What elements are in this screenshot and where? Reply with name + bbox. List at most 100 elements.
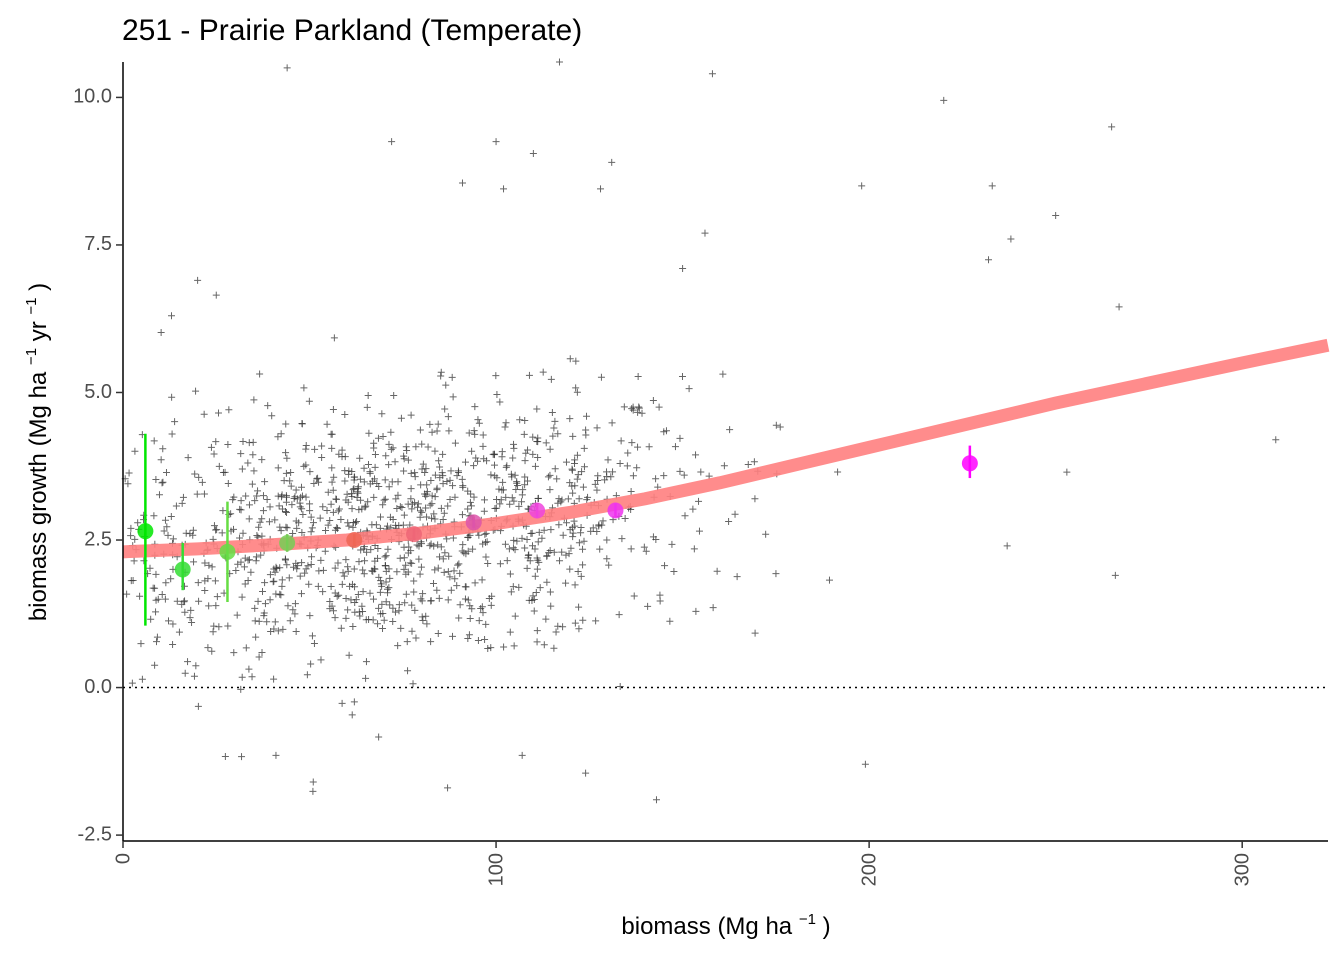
scatter-point: [293, 565, 301, 573]
scatter-point: [194, 702, 202, 710]
scatter-point: [381, 553, 389, 561]
scatter-point: [534, 494, 542, 502]
scatter-point: [444, 568, 452, 576]
scatter-point: [544, 473, 552, 481]
scatter-point: [316, 514, 324, 522]
scatter-point: [365, 429, 373, 437]
scatter-point: [360, 464, 368, 472]
scatter-point: [349, 523, 357, 531]
scatter-point: [563, 519, 571, 527]
scatter-point: [189, 531, 197, 539]
scatter-point: [318, 453, 326, 461]
scatter-point: [474, 637, 482, 645]
scatter-point: [507, 588, 515, 596]
scatter-point: [358, 602, 366, 610]
scatter-point: [666, 617, 674, 625]
scatter-point: [418, 465, 426, 473]
scatter-point: [343, 490, 351, 498]
scatter-point: [509, 454, 517, 462]
scatter-point: [503, 557, 511, 565]
scatter-point: [621, 514, 629, 522]
scatter-point: [384, 589, 392, 597]
scatter-point: [282, 420, 290, 428]
scatter-point: [362, 502, 370, 510]
scatter-point: [444, 596, 452, 604]
scatter-point: [344, 606, 352, 614]
scatter-point: [465, 429, 473, 437]
scatter-point: [410, 577, 418, 585]
scatter-point: [573, 388, 581, 396]
scatter-point: [286, 477, 294, 485]
scatter-point: [375, 573, 383, 581]
scatter-point: [553, 475, 561, 483]
scatter-point: [298, 528, 306, 536]
y-tick-label: 7.5: [84, 233, 112, 255]
scatter-point: [318, 442, 326, 450]
scatter-point: [484, 560, 492, 568]
scatter-point: [861, 760, 869, 768]
scatter-point: [349, 622, 357, 630]
scatter-point: [654, 483, 662, 491]
scatter-point: [195, 473, 203, 481]
scatter-point: [440, 509, 448, 517]
scatter-point: [690, 545, 698, 553]
scatter-point: [428, 514, 436, 522]
x-axis-label: biomass (Mg ha −1 ): [621, 903, 830, 940]
scatter-point: [474, 416, 482, 424]
scatter-point: [302, 442, 310, 450]
scatter-point: [233, 611, 241, 619]
scatter-point: [291, 493, 299, 501]
mean-point: [219, 543, 236, 560]
scatter-point: [374, 434, 382, 442]
scatter-point: [552, 628, 560, 636]
scatter-point: [437, 368, 445, 376]
scatter-point: [616, 460, 624, 468]
scatter-point: [464, 505, 472, 513]
scatter-point: [439, 555, 447, 563]
scatter-point: [129, 576, 137, 584]
scatter-point: [655, 403, 663, 411]
scatter-point: [466, 498, 474, 506]
scatter-point: [524, 446, 532, 454]
scatter-point: [374, 620, 382, 628]
scatter-point: [273, 564, 281, 572]
scatter-point: [289, 606, 297, 614]
scatter-point: [649, 396, 657, 404]
scatter-point: [259, 507, 267, 515]
scatter-point: [546, 588, 554, 596]
scatter-point: [444, 502, 452, 510]
scatter-point: [323, 420, 331, 428]
scatter-point: [208, 647, 216, 655]
scatter-point: [355, 558, 363, 566]
x-tick-label: 200: [858, 853, 880, 886]
scatter-point: [362, 616, 370, 624]
scatter-point: [238, 465, 246, 473]
scatter-point: [506, 570, 514, 578]
scatter-point: [219, 468, 227, 476]
scatter-point: [593, 424, 601, 432]
scatter-point: [327, 500, 335, 508]
scatter-point: [422, 612, 430, 620]
scatter-point: [379, 433, 387, 441]
scatter-point: [366, 589, 374, 597]
scatter-point: [515, 502, 523, 510]
scatter-point: [354, 488, 362, 496]
scatter-point: [570, 517, 578, 525]
scatter-point: [670, 568, 678, 576]
scatter-point: [431, 515, 439, 523]
scatter-point: [249, 451, 257, 459]
scatter-point: [448, 373, 456, 381]
scatter-point: [296, 572, 304, 580]
scatter-point: [224, 622, 232, 630]
scatter-point: [137, 640, 145, 648]
scatter-point: [568, 482, 576, 490]
scatter-point: [200, 490, 208, 498]
scatter-point: [466, 615, 474, 623]
scatter-point: [248, 480, 256, 488]
scatter-point: [423, 490, 431, 498]
scatter-point: [616, 683, 624, 691]
scatter-point: [306, 507, 314, 515]
scatter-point: [500, 185, 508, 193]
scatter-point: [455, 560, 463, 568]
scatter-point: [364, 460, 372, 468]
